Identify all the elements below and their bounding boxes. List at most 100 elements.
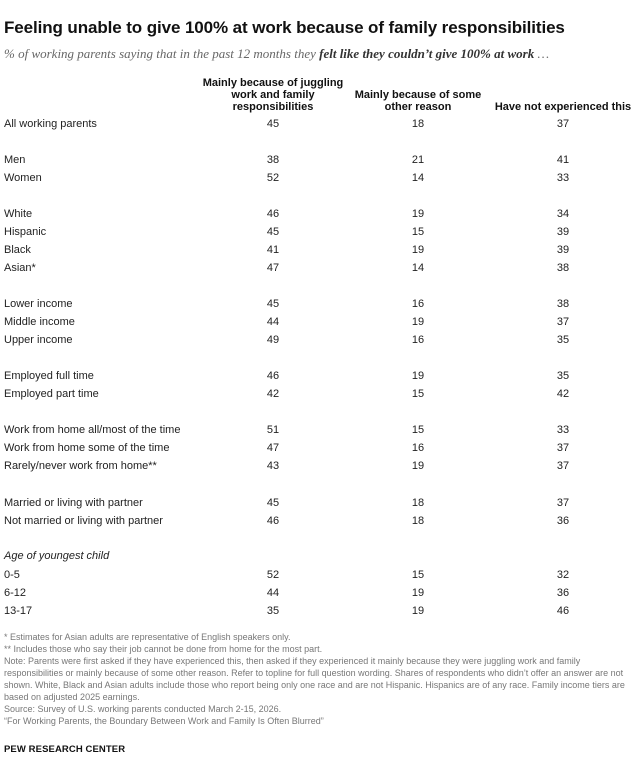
row-label: 13-17 (4, 605, 33, 617)
cell-value: 19 (411, 587, 425, 599)
cell-value: 52 (266, 172, 280, 184)
cell-value: 51 (266, 424, 280, 436)
column-header-other-reason: Mainly because of some other reason (354, 89, 482, 113)
cell-value: 41 (266, 244, 280, 256)
chart-subtitle: % of working parents saying that in the … (4, 46, 549, 62)
cell-value: 33 (556, 424, 570, 436)
cell-value: 46 (266, 208, 280, 220)
row-label: Rarely/never work from home** (4, 460, 157, 472)
cell-value: 36 (556, 587, 570, 599)
report-title: “For Working Parents, the Boundary Betwe… (4, 716, 324, 726)
table-row: Employed full time 46 19 35 (0, 369, 640, 387)
row-label: 0-5 (4, 569, 20, 581)
cell-value: 43 (266, 460, 280, 472)
row-label: Black (4, 244, 31, 256)
table-row: All working parents 45 18 37 (0, 117, 640, 135)
table-row: Rarely/never work from home** 43 19 37 (0, 459, 640, 477)
table-row: Women 52 14 33 (0, 171, 640, 189)
table-row: Men 38 21 41 (0, 153, 640, 171)
table-row: Employed part time 42 15 42 (0, 387, 640, 405)
cell-value: 15 (411, 226, 425, 238)
cell-value: 36 (556, 515, 570, 527)
column-header-juggling: Mainly because of juggling work and fami… (202, 77, 344, 113)
cell-value: 47 (266, 442, 280, 454)
table-row: Middle income 44 19 37 (0, 315, 640, 333)
table-row: Upper income 49 16 35 (0, 333, 640, 351)
cell-value: 37 (556, 316, 570, 328)
cell-value: 19 (411, 244, 425, 256)
cell-value: 37 (556, 460, 570, 472)
row-label: Women (4, 172, 42, 184)
notes-block: * Estimates for Asian adults are represe… (4, 631, 634, 727)
row-label: Upper income (4, 334, 73, 346)
cell-value: 44 (266, 587, 280, 599)
row-label: Married or living with partner (4, 497, 143, 509)
footnote-wfh: ** Includes those who say their job cann… (4, 644, 323, 654)
cell-value: 42 (266, 388, 280, 400)
table-row: Hispanic 45 15 39 (0, 225, 640, 243)
cell-value: 37 (556, 442, 570, 454)
row-label: Not married or living with partner (4, 515, 163, 527)
cell-value: 35 (266, 605, 280, 617)
cell-value: 45 (266, 497, 280, 509)
cell-value: 42 (556, 388, 570, 400)
cell-value: 32 (556, 569, 570, 581)
subtitle-ellipsis: … (534, 46, 550, 61)
row-label: Middle income (4, 316, 75, 328)
row-label: Employed part time (4, 388, 99, 400)
cell-value: 44 (266, 316, 280, 328)
cell-value: 18 (411, 118, 425, 130)
cell-value: 21 (411, 154, 425, 166)
table-row: Lower income 45 16 38 (0, 297, 640, 315)
subtitle-emphasis: felt like they couldn’t give 100% at wor… (319, 46, 535, 61)
cell-value: 37 (556, 118, 570, 130)
cell-value: 33 (556, 172, 570, 184)
pew-logo-text: PEW RESEARCH CENTER (4, 744, 126, 755)
table-row: 0-5 52 15 32 (0, 568, 640, 586)
row-label: White (4, 208, 33, 220)
cell-value: 45 (266, 226, 280, 238)
cell-value: 35 (556, 370, 570, 382)
cell-value: 38 (556, 262, 570, 274)
cell-value: 39 (556, 226, 570, 238)
row-label: Work from home some of the time (4, 442, 170, 454)
table-row: Not married or living with partner 46 18 36 (0, 514, 640, 532)
cell-value: 16 (411, 334, 425, 346)
cell-value: 19 (411, 208, 425, 220)
table-row: Work from home some of the time 47 16 37 (0, 441, 640, 459)
table-row: Work from home all/most of the time 51 15 3… (0, 423, 640, 441)
source-line: Source: Survey of U.S. working parents c… (4, 704, 282, 714)
cell-value: 46 (266, 515, 280, 527)
table-row: Black 41 19 39 (0, 243, 640, 261)
cell-value: 19 (411, 605, 425, 617)
cell-value: 16 (411, 442, 425, 454)
group-heading-age: Age of youngest child (4, 550, 110, 562)
table-row: 6-12 44 19 36 (0, 586, 640, 604)
row-label: Asian* (4, 262, 36, 274)
cell-value: 34 (556, 208, 570, 220)
cell-value: 15 (411, 424, 425, 436)
cell-value: 15 (411, 569, 425, 581)
cell-value: 49 (266, 334, 280, 346)
cell-value: 18 (411, 515, 425, 527)
note-methodology: Note: Parents were first asked if they h… (4, 656, 625, 702)
row-label: Men (4, 154, 26, 166)
cell-value: 46 (266, 370, 280, 382)
cell-value: 52 (266, 569, 280, 581)
column-header-not-experienced: Have not experienced this (494, 101, 632, 113)
cell-value: 35 (556, 334, 570, 346)
cell-value: 46 (556, 605, 570, 617)
subtitle-text: % of working parents saying that in the … (4, 46, 320, 61)
cell-value: 37 (556, 497, 570, 509)
footnote-asian: * Estimates for Asian adults are represe… (4, 632, 291, 642)
table-row: Married or living with partner 45 18 37 (0, 496, 640, 514)
chart-title: Feeling unable to give 100% at work beca… (4, 18, 565, 37)
cell-value: 47 (266, 262, 280, 274)
table-row: Asian* 47 14 38 (0, 261, 640, 279)
row-label: Employed full time (4, 370, 94, 382)
cell-value: 19 (411, 370, 425, 382)
cell-value: 15 (411, 388, 425, 400)
cell-value: 41 (556, 154, 570, 166)
table-row: White 46 19 34 (0, 207, 640, 225)
cell-value: 14 (411, 262, 425, 274)
